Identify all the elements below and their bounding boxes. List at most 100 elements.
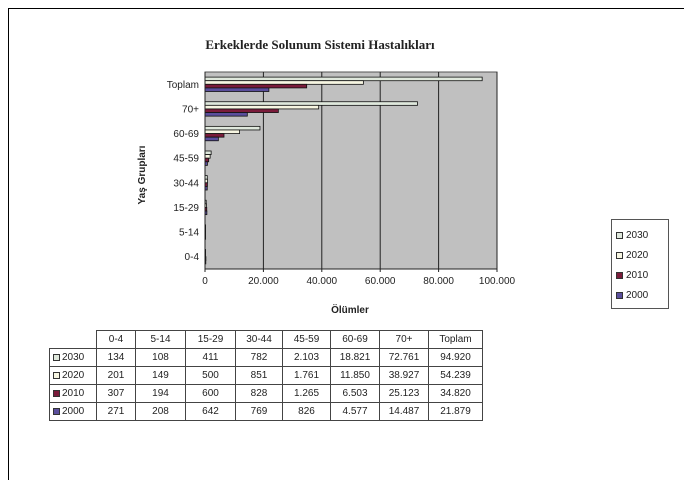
table-cell: 411 xyxy=(185,348,236,367)
y-category-label: 5-14 xyxy=(179,228,199,239)
table-cell: 2.103 xyxy=(282,348,331,367)
y-category-label: 60-69 xyxy=(173,129,199,140)
legend-swatch xyxy=(616,291,623,299)
table-cell: 642 xyxy=(185,402,236,421)
bar-2020-Toplam xyxy=(204,80,364,85)
table-row-swatch xyxy=(53,371,60,379)
table-cell: 600 xyxy=(185,384,236,403)
table-cell: 201 xyxy=(96,366,136,385)
table-header-cell: 15-29 xyxy=(185,330,236,349)
x-tick-label: 40.000 xyxy=(307,276,338,287)
table-header-cell: Toplam xyxy=(428,330,483,349)
chart-frame xyxy=(8,8,684,480)
x-tick-label: 20.000 xyxy=(248,276,279,287)
legend-swatch xyxy=(616,271,623,279)
legend-item: 2010 xyxy=(616,265,668,285)
table-corner xyxy=(50,331,97,349)
table-cell: 194 xyxy=(135,384,186,403)
table-header-cell: 45-59 xyxy=(282,330,331,349)
x-tick-label: 60.000 xyxy=(365,276,396,287)
table-cell: 271 xyxy=(96,402,136,421)
table-cell: 11.850 xyxy=(330,366,380,385)
table-row-label: 2020 xyxy=(49,366,97,385)
bar-2010-70+ xyxy=(204,108,279,113)
table-row-swatch xyxy=(53,407,60,415)
table-cell: 307 xyxy=(96,384,136,403)
table-header-row: 0-4 5-14 15-29 30-44 45-59 60-69 70+ Toplam xyxy=(50,330,483,349)
table-row-label: 2000 xyxy=(49,402,97,421)
table-row-label: 2030 xyxy=(49,348,97,367)
legend-swatch xyxy=(616,251,623,259)
table-row: 2020 201 149 500 851 1.761 11.850 38.927 54.239 xyxy=(49,366,483,385)
table-cell: 14.487 xyxy=(379,402,429,421)
table-cell: 38.927 xyxy=(379,366,429,385)
bar-2030-45-59 xyxy=(204,150,212,155)
table-header-cell: 0-4 xyxy=(96,330,136,349)
table-cell: 108 xyxy=(135,348,186,367)
y-category-label: 45-59 xyxy=(173,154,199,165)
bar-2010-60-69 xyxy=(204,133,225,138)
table-cell: 851 xyxy=(235,366,283,385)
y-axis-label: Yaş Grupları xyxy=(137,145,148,204)
table-row: 2030 134 108 411 782 2.103 18.821 72.761 94.920 xyxy=(49,348,483,367)
x-tick-label: 100.000 xyxy=(479,276,516,287)
bar-2030-60-69 xyxy=(204,125,261,131)
bar-2000-60-69 xyxy=(204,136,219,142)
table-cell: 1.265 xyxy=(282,384,331,403)
table-header-cell: 70+ xyxy=(379,330,429,349)
legend-item: 2030 xyxy=(616,225,668,245)
bar-2020-45-59 xyxy=(204,154,211,159)
bar-2030-Toplam xyxy=(204,76,483,82)
table-cell: 72.761 xyxy=(379,348,429,367)
chart-title: Erkeklerde Solunum Sistemi Hastalıkları xyxy=(205,37,435,52)
table-cell: 54.239 xyxy=(428,366,483,385)
bar-2020-60-69 xyxy=(204,129,241,134)
table-cell: 500 xyxy=(185,366,236,385)
legend-swatch xyxy=(616,231,623,239)
table-row: 2000 271 208 642 769 826 4.577 14.487 21.879 xyxy=(49,402,483,421)
bar-2030-70+ xyxy=(204,101,418,106)
x-tick-label: 0 xyxy=(202,276,208,287)
y-category-label: 0-4 xyxy=(185,252,200,263)
bar-2000-70+ xyxy=(204,112,248,117)
bar-2020-70+ xyxy=(204,104,320,110)
y-category-label: 15-29 xyxy=(173,203,199,214)
table-cell: 34.820 xyxy=(428,384,483,403)
legend-item: 2020 xyxy=(616,245,668,265)
table-cell: 828 xyxy=(235,384,283,403)
table-cell: 826 xyxy=(282,402,331,421)
table-cell: 782 xyxy=(235,348,283,367)
table-row-swatch xyxy=(53,389,60,397)
table-cell: 1.761 xyxy=(282,366,331,385)
data-table: 0-4 5-14 15-29 30-44 45-59 60-69 70+ Toplam 203… xyxy=(49,330,483,421)
legend-label: 2000 xyxy=(626,289,649,301)
table-cell: 134 xyxy=(96,348,136,367)
legend-label: 2020 xyxy=(626,249,649,261)
x-tick-label: 80.000 xyxy=(423,276,454,287)
table-cell: 208 xyxy=(135,402,186,421)
table-cell: 4.577 xyxy=(330,402,380,421)
table-header-cell: 60-69 xyxy=(330,330,380,349)
x-axis-label: Ölümler xyxy=(331,303,369,316)
legend-item: 2000 xyxy=(616,285,668,305)
table-cell: 149 xyxy=(135,366,186,385)
bar-2000-Toplam xyxy=(204,87,270,92)
y-category-label: 30-44 xyxy=(173,178,199,189)
x-axis-ticks: 0 20.000 40.000 60.000 80.000 100.000 xyxy=(202,269,516,287)
bar-2010-Toplam xyxy=(204,83,308,89)
table-row-swatch xyxy=(53,353,60,361)
y-category-label: Toplam xyxy=(167,80,199,91)
bar-2010-45-59 xyxy=(204,157,210,163)
table-header-cell: 30-44 xyxy=(235,330,283,349)
table-cell: 25.123 xyxy=(379,384,429,403)
legend: 2030 2020 2010 2000 xyxy=(611,219,669,309)
table-cell: 21.879 xyxy=(428,402,483,421)
legend-label: 2030 xyxy=(626,229,649,241)
legend-label: 2010 xyxy=(626,269,649,281)
table-body: 2030 134 108 411 782 2.103 18.821 72.761 94.920 2… xyxy=(49,348,483,421)
table-cell: 18.821 xyxy=(330,348,380,367)
table-row-label: 2010 xyxy=(49,384,97,403)
y-axis-categories: 0-4 5-14 15-29 30-44 45-59 60-69 70+ Toplam xyxy=(167,80,200,263)
table-cell: 94.920 xyxy=(428,348,483,367)
